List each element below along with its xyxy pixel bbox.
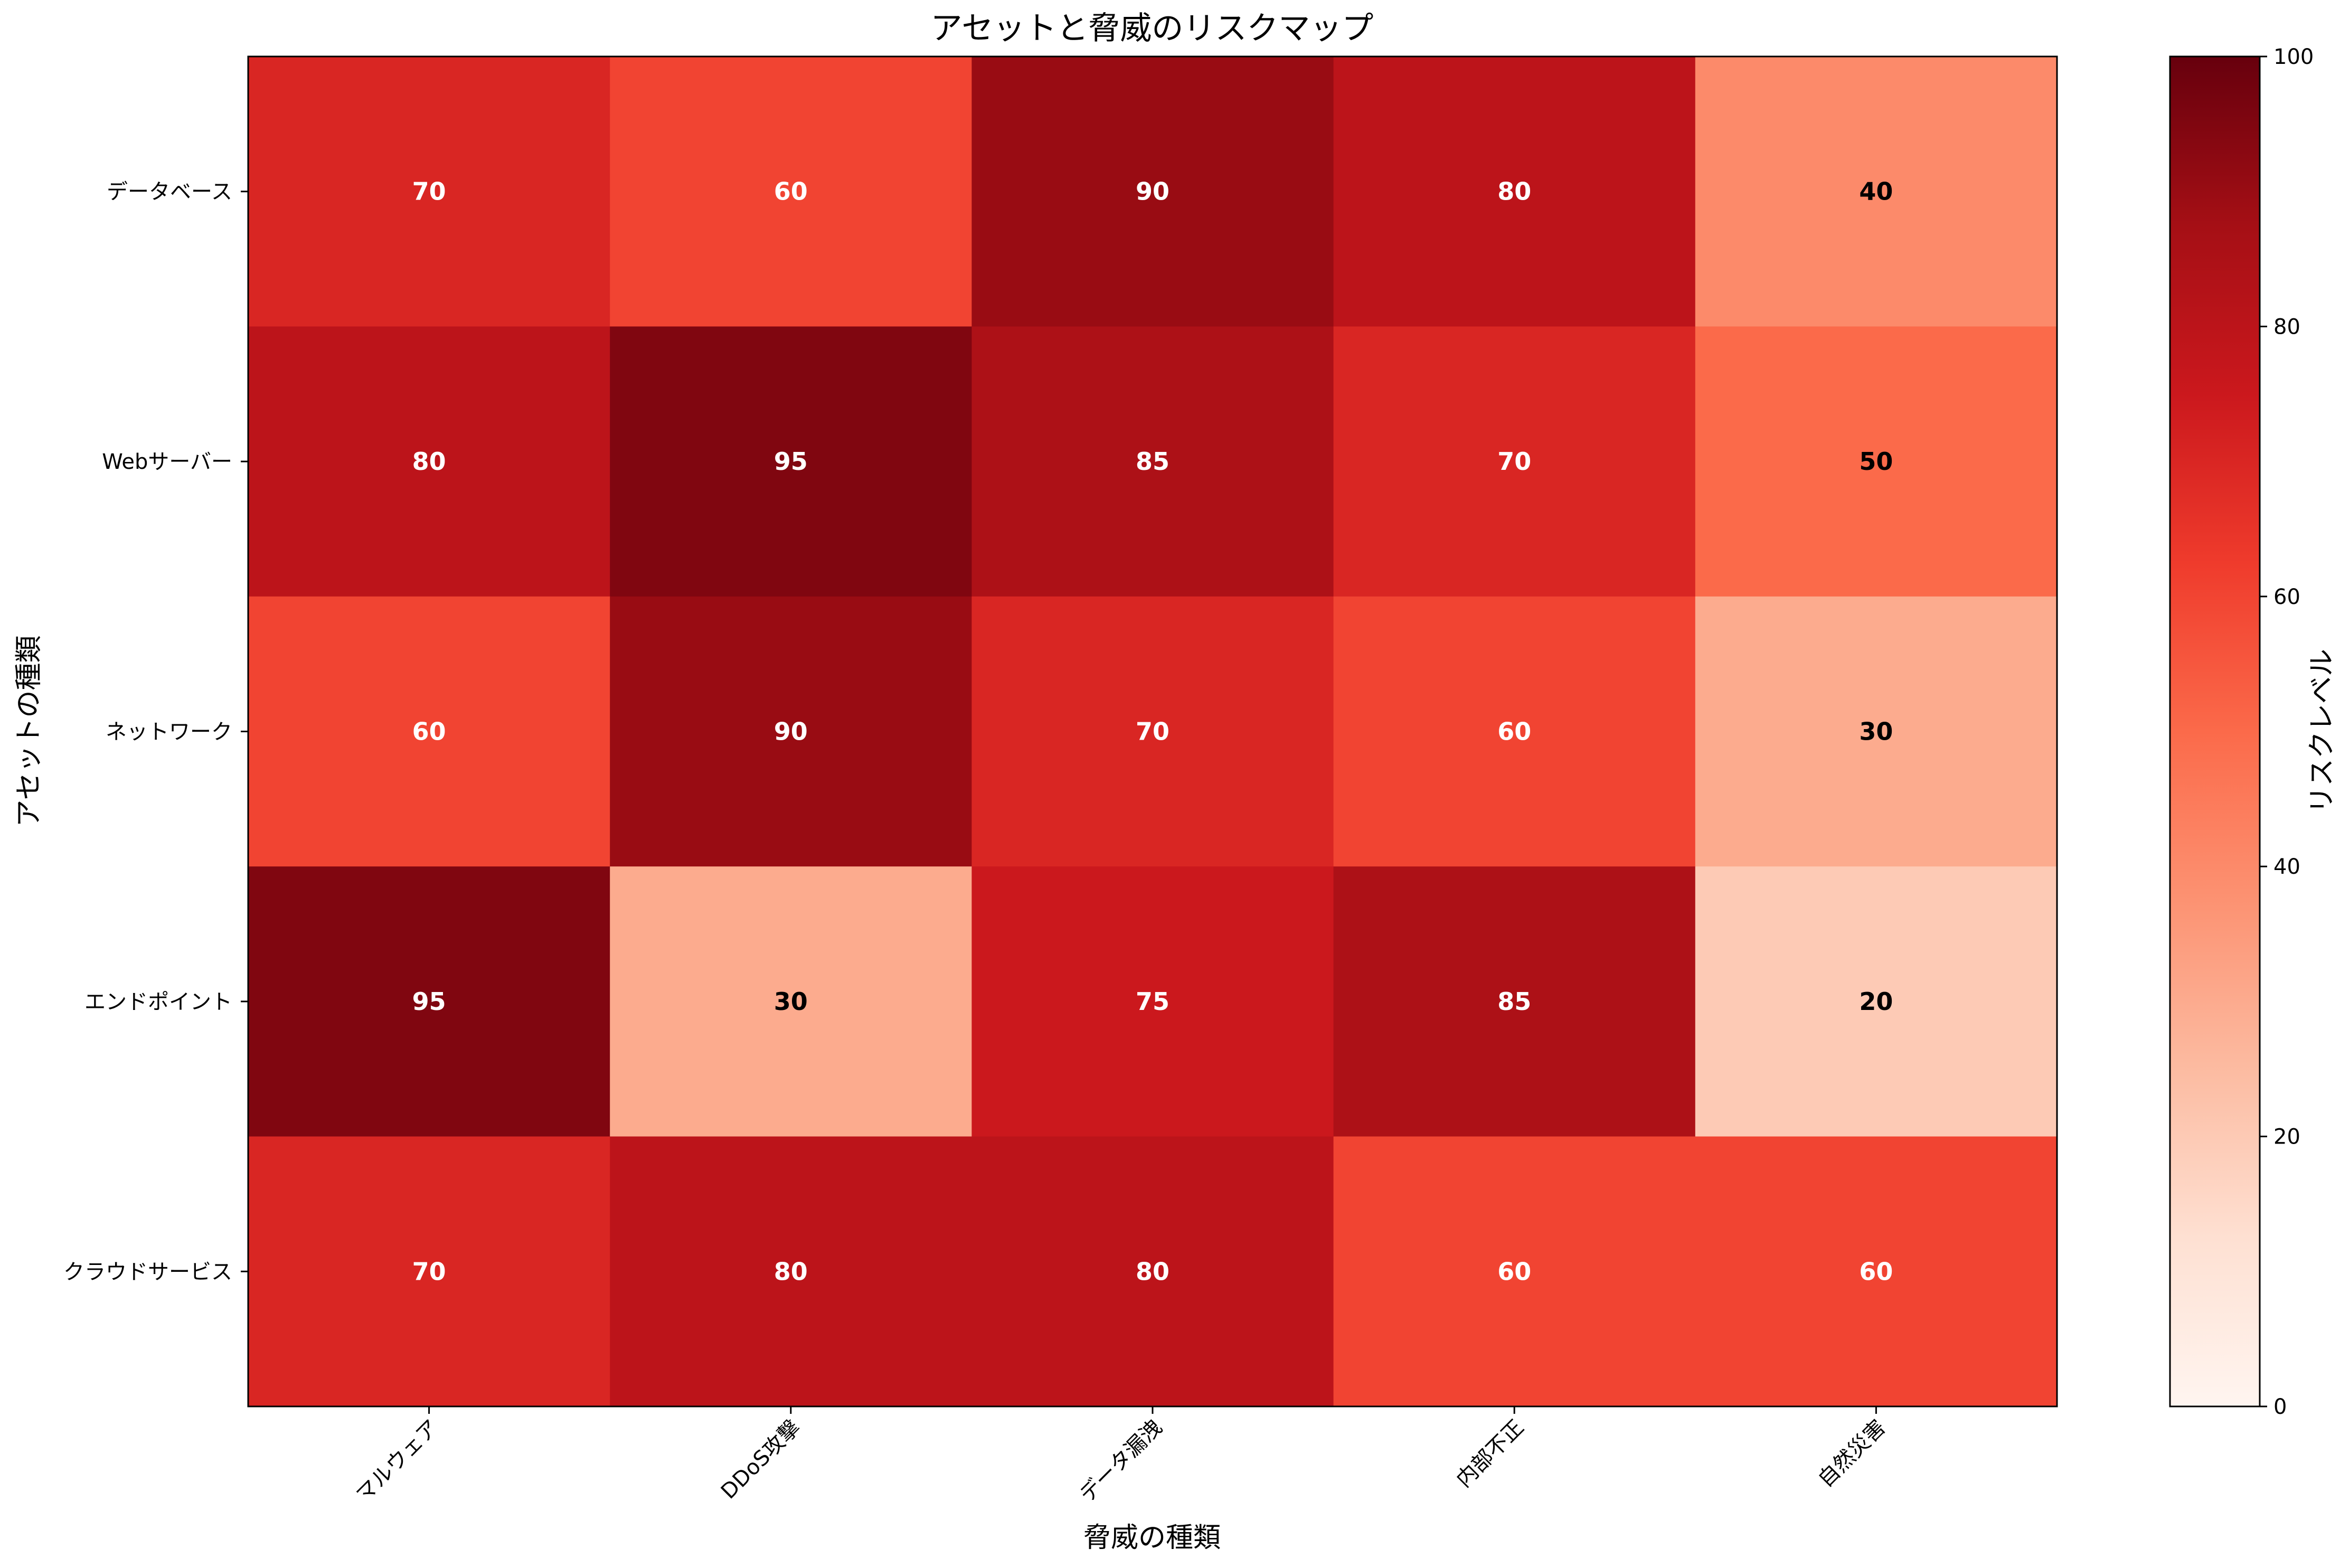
heatmap-cell-value: 80: [412, 447, 446, 476]
heatmap-cell-value: 90: [774, 717, 808, 746]
heatmap-cells: [248, 56, 2058, 1407]
heatmap-cell: [1333, 56, 1696, 327]
heatmap-cell: [610, 596, 972, 867]
heatmap-cell: [1333, 866, 1696, 1137]
heatmap-cell: [610, 866, 972, 1137]
heatmap-cell: [971, 56, 1334, 327]
heatmap-cell: [1333, 326, 1696, 597]
heatmap-cell: [248, 1136, 610, 1407]
y-tick-label: データベース: [107, 180, 232, 204]
x-tick-label: 自然災害: [1814, 1415, 1891, 1493]
heatmap-cell: [248, 866, 610, 1137]
heatmap-cell-value: 20: [1859, 987, 1893, 1016]
y-tick-label: Webサーバー: [102, 450, 232, 474]
heatmap-cell-labels: 70 60 90 80 40 80 95 85 70 50 60 90 70 60 30 95 30 75 85 20…: [412, 177, 1893, 1286]
heatmap-cell-value: 85: [1497, 987, 1531, 1016]
colorbar-tick-label: 20: [2273, 1125, 2300, 1149]
colorbar-tick-label: 0: [2273, 1395, 2287, 1419]
heatmap-cell: [971, 326, 1334, 597]
heatmap-cell-value: 70: [412, 177, 446, 206]
heatmap-cell-value: 60: [1497, 1257, 1531, 1286]
heatmap-cell-value: 50: [1859, 447, 1893, 476]
heatmap-cell: [1333, 1136, 1696, 1407]
colorbar: [2169, 55, 2261, 1408]
heatmap-cell: [1695, 866, 2058, 1137]
heatmap-cell: [610, 56, 972, 327]
heatmap-cell: [248, 56, 610, 327]
y-tick-label: ネットワーク: [106, 720, 232, 744]
colorbar-tick-label: 40: [2273, 855, 2300, 879]
heatmap-cell-value: 75: [1136, 987, 1169, 1016]
heatmap-cell-value: 40: [1859, 177, 1893, 206]
heatmap-cell: [971, 596, 1334, 867]
heatmap-cell: [610, 326, 972, 597]
heatmap-cell: [1695, 596, 2058, 867]
heatmap-cell-value: 80: [1497, 177, 1531, 206]
colorbar-label: リスクレベル: [2306, 649, 2338, 814]
heatmap-cell-value: 80: [774, 1257, 808, 1286]
x-axis-label: 脅威の種類: [1083, 1522, 1221, 1554]
heatmap-cell-value: 60: [412, 717, 446, 746]
heatmap-cell-value: 70: [412, 1257, 446, 1286]
heatmap-cell-value: 70: [1497, 447, 1531, 476]
heatmap-cell-value: 70: [1136, 717, 1169, 746]
x-tick-label: 内部不正: [1452, 1415, 1529, 1493]
x-tick-label: DDoS攻撃: [716, 1415, 805, 1504]
heatmap-cell-value: 90: [1136, 177, 1169, 206]
colorbar-tick-label: 80: [2273, 315, 2300, 339]
y-tick-label: クラウドサービス: [63, 1260, 232, 1284]
x-tick-label: マルウェア: [352, 1415, 444, 1507]
heatmap-cell-value: 95: [412, 987, 446, 1016]
heatmap-cell: [610, 1136, 972, 1407]
x-axis-ticks: マルウェア DDoS攻撃 データ漏洩 内部不正 自然災害: [352, 1406, 1891, 1507]
y-tick-label: エンドポイント: [84, 990, 232, 1014]
colorbar-tick-label: 100: [2273, 45, 2314, 69]
heatmap-cell: [1695, 56, 2058, 327]
heatmap-cell-value: 95: [774, 447, 808, 476]
heatmap-cell: [1695, 326, 2058, 597]
heatmap-cell-value: 30: [774, 987, 808, 1016]
heatmap-cell: [248, 596, 610, 867]
x-tick-label: データ漏洩: [1075, 1415, 1167, 1507]
heatmap-cell: [248, 326, 610, 597]
y-axis-label: アセットの種類: [13, 636, 45, 827]
heatmap-cell-value: 30: [1859, 717, 1893, 746]
heatmap-cell: [1333, 596, 1696, 867]
heatmap-cell-value: 85: [1136, 447, 1169, 476]
heatmap-cell-value: 60: [1497, 717, 1531, 746]
heatmap-cell: [1695, 1136, 2058, 1407]
heatmap-cell-value: 80: [1136, 1257, 1169, 1286]
heatmap-cell-value: 60: [774, 177, 808, 206]
heatmap-cell-value: 60: [1859, 1257, 1893, 1286]
chart-title: アセットと脅威のリスクマップ: [931, 10, 1374, 47]
colorbar-ticks: 0 20 40 60 80 100: [2260, 45, 2314, 1419]
colorbar-tick-label: 60: [2273, 585, 2300, 609]
heatmap-cell: [971, 1136, 1334, 1407]
heatmap-cell: [971, 866, 1334, 1137]
